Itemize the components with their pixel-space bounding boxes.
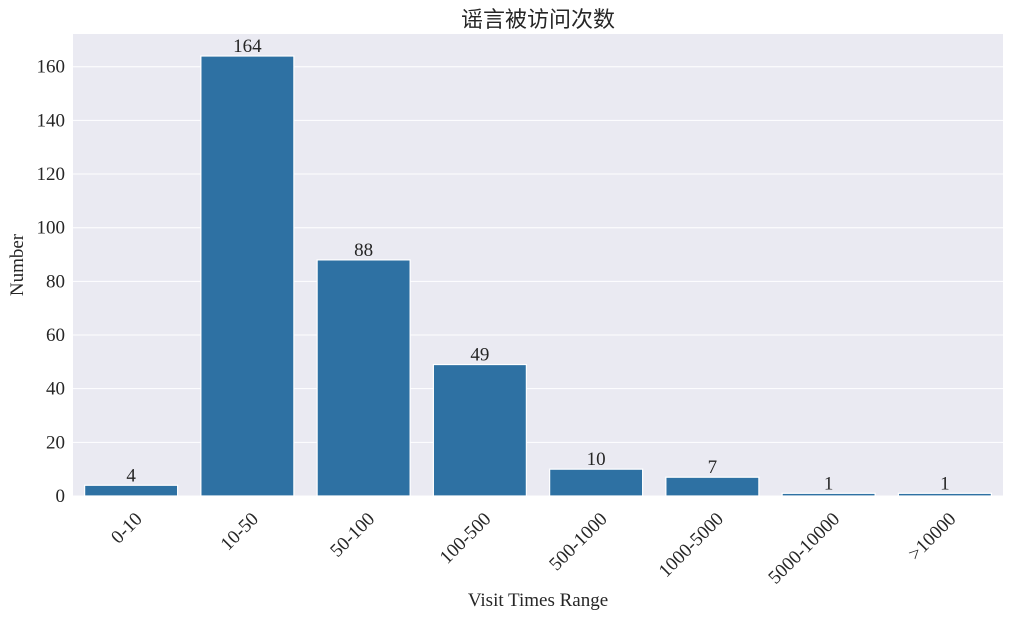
data-label: 1 [940,473,950,494]
data-labels: 4 164 88 49 10 7 1 1 [126,36,949,494]
data-label: 88 [354,240,373,261]
y-tick-labels: 0 20 40 60 80 100 120 140 160 [37,57,66,507]
data-label: 164 [233,36,262,57]
y-tick-label: 0 [56,486,66,507]
bar [200,55,295,497]
x-tick-label: 50-100 [326,509,379,562]
bar [781,492,876,497]
x-tick-label: 0-10 [107,509,146,548]
x-tick-label: 100-500 [436,509,496,569]
y-axis-label: Number [7,233,28,296]
y-tick-label: 40 [46,379,65,400]
bar [432,363,527,497]
data-label: 7 [708,457,718,478]
x-tick-label: 10-50 [217,509,263,555]
y-tick-label: 60 [46,325,65,346]
bar [665,476,760,497]
bar [549,468,644,497]
bar [84,484,179,497]
y-tick-label: 120 [37,164,66,185]
x-tick-label: 5000-10000 [764,509,844,589]
x-axis-label: Visit Times Range [468,590,608,611]
x-tick-label: 1000-5000 [655,509,728,582]
data-label: 1 [824,473,834,494]
data-label: 10 [587,449,606,470]
y-tick-label: 160 [37,57,66,78]
y-tick-label: 100 [37,218,66,239]
x-tick-labels: 0-10 10-50 50-100 100-500 500-1000 1000-5000 5… [107,509,960,589]
y-tick-label: 80 [46,271,65,292]
data-label: 4 [126,465,136,486]
bar [316,259,411,497]
y-tick-label: 140 [37,110,66,131]
bars [84,55,992,497]
x-tick-label: 500-1000 [545,509,611,575]
chart-title: 谣言被访问次数 [461,8,615,33]
bar [897,492,992,497]
data-label: 49 [470,345,489,366]
x-tick-label: >10000 [904,509,960,565]
y-tick-label: 20 [46,432,65,453]
